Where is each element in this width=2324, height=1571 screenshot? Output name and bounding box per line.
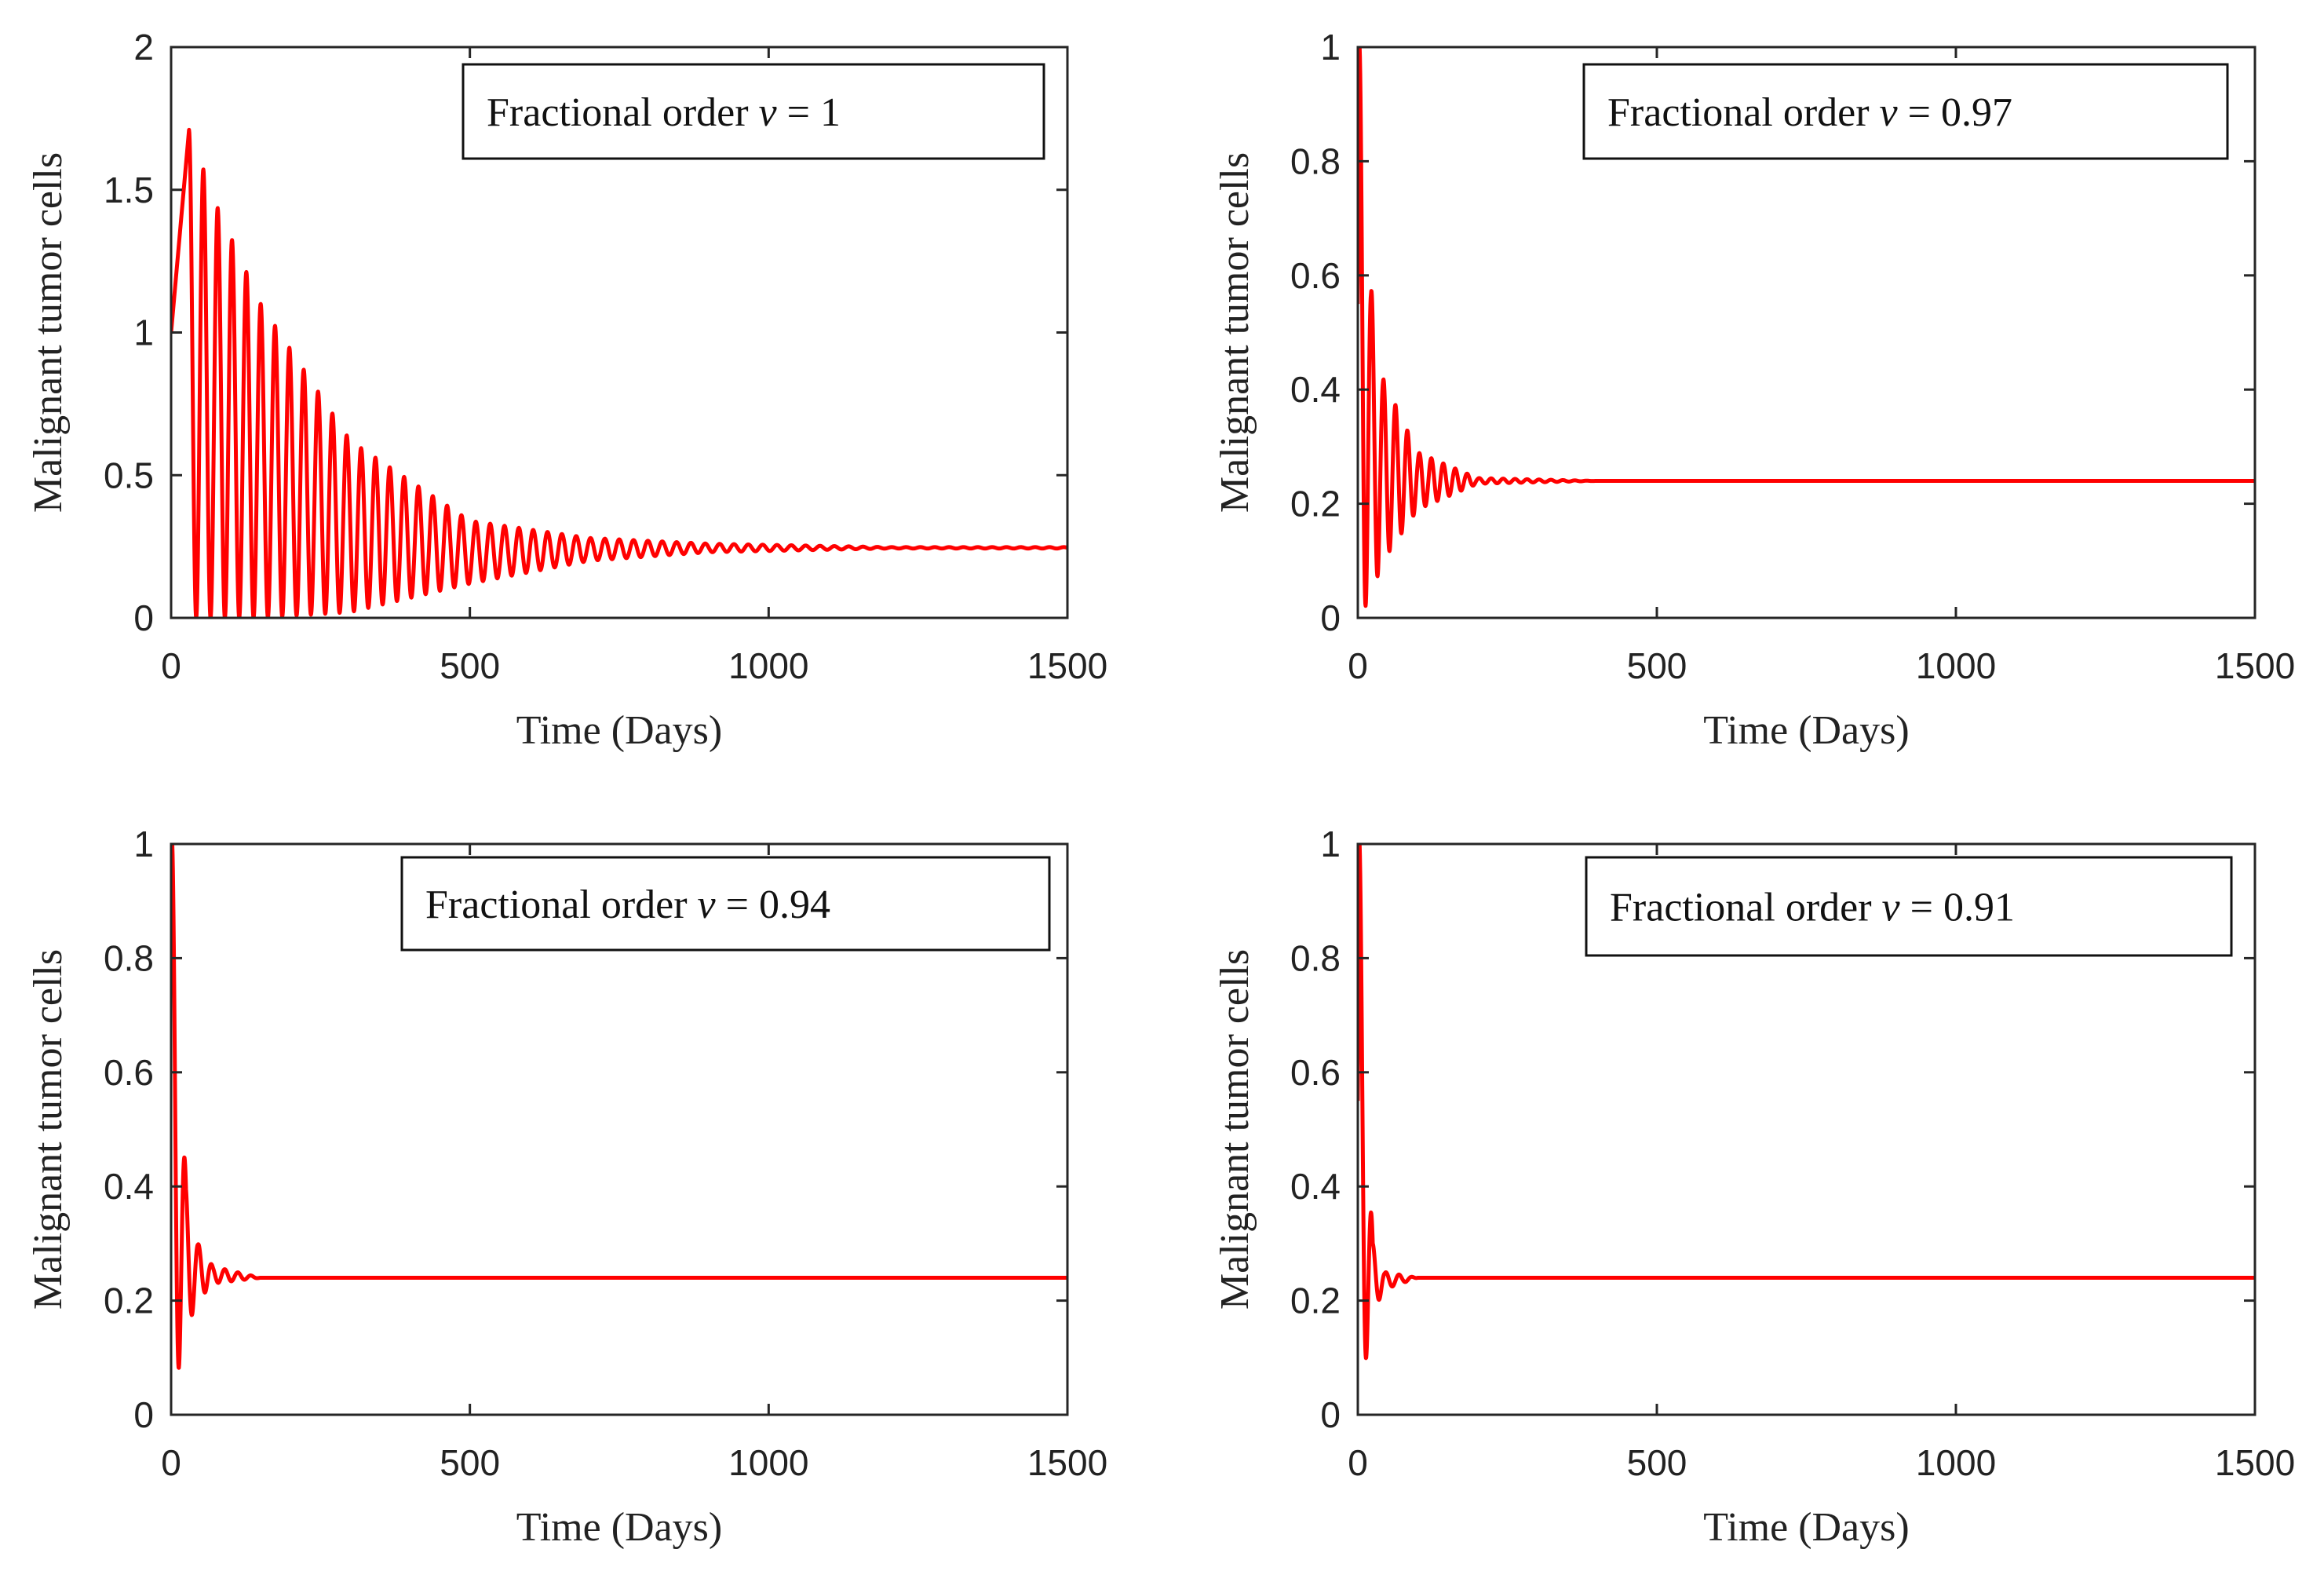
y-tick-label-bottom-left-2: 0.4 (104, 1166, 154, 1207)
y-tick-label-top-right-4: 0.8 (1290, 141, 1341, 181)
x-tick-label-bottom-left-0: 0 (161, 1442, 181, 1483)
x-tick-label-bottom-right-2: 1000 (1916, 1442, 1996, 1483)
legend-text-bottom-left: Fractional order v = 0.94 (425, 882, 830, 927)
x-axis-label-top-right: Time (Days) (1703, 708, 1909, 753)
subplot-top-left: 0 500 1000 1500 0 0.5 1 1.5 2 Time (Days) Malignan… (26, 27, 1107, 753)
x-tick-label-top-left-2: 1000 (728, 645, 808, 686)
legend-box-bottom-right (1585, 856, 2233, 957)
y-tick-label-top-right-2: 0.4 (1290, 369, 1341, 410)
x-tick-label-bottom-right-0: 0 (1348, 1442, 1368, 1483)
subplot-top-right: 0 500 1000 1500 0 0.2 0.4 0.6 0.8 1 Time (Days) Mal… (1213, 27, 2295, 753)
y-axis-label-bottom-left: Malignant tumor cells (26, 949, 71, 1310)
y-tick-label-top-left-0: 0 (133, 597, 154, 638)
legend-text-bottom-right: Fractional order v = 0.91 (1610, 886, 2015, 930)
legend-text-top-right: Fractional order v = 0.97 (1607, 90, 2012, 135)
series-line-top-left-0 (171, 127, 1067, 618)
x-tick-label-bottom-right-3: 1500 (2215, 1442, 2295, 1483)
x-tick-label-top-left-3: 1500 (1027, 645, 1107, 686)
x-tick-label-bottom-right-1: 500 (1627, 1442, 1687, 1483)
x-axis-label-top-left: Time (Days) (516, 708, 722, 753)
x-axis-label-bottom-right: Time (Days) (1703, 1505, 1909, 1550)
x-tick-label-top-right-3: 1500 (2215, 645, 2295, 686)
legend-box-top-left (462, 63, 1045, 160)
y-tick-label-top-left-3: 1.5 (104, 170, 154, 210)
y-tick-label-bottom-right-3: 0.6 (1290, 1052, 1341, 1093)
axes-box-bottom-left (170, 842, 1069, 1416)
y-axis-label-top-left: Malignant tumor cells (26, 152, 71, 513)
y-tick-label-bottom-right-1: 0.2 (1290, 1281, 1341, 1321)
x-axis-label-bottom-left: Time (Days) (516, 1505, 722, 1550)
y-tick-label-bottom-left-0: 0 (133, 1394, 154, 1435)
y-tick-label-top-left-1: 0.5 (104, 455, 154, 495)
subplot-bottom-right: 0 500 1000 1500 0 0.2 0.4 0.6 0.8 1 Time (Days) Mal… (1213, 824, 2295, 1550)
x-tick-label-top-right-0: 0 (1348, 645, 1368, 686)
y-tick-label-bottom-left-5: 1 (133, 824, 154, 864)
y-tick-label-top-right-1: 0.2 (1290, 484, 1341, 524)
y-tick-label-top-right-3: 0.6 (1290, 255, 1341, 296)
series-line-bottom-right-0 (1358, 844, 2255, 1361)
y-tick-label-top-left-4: 2 (133, 27, 154, 68)
y-tick-label-bottom-right-5: 1 (1320, 824, 1341, 864)
axes-box-top-right (1356, 46, 2257, 619)
legend-box-top-right (1582, 63, 2229, 160)
y-axis-label-bottom-right: Malignant tumor cells (1213, 949, 1257, 1310)
x-tick-label-top-left-0: 0 (161, 645, 181, 686)
x-tick-label-top-left-1: 500 (440, 645, 500, 686)
legend-box-bottom-left (400, 856, 1051, 952)
y-tick-label-bottom-left-1: 0.2 (104, 1281, 154, 1321)
y-tick-label-top-right-0: 0 (1320, 597, 1341, 638)
legend-text-top-left: Fractional order v = 1 (487, 90, 841, 135)
y-tick-label-bottom-right-0: 0 (1320, 1394, 1341, 1435)
x-tick-label-bottom-left-3: 1500 (1027, 1442, 1107, 1483)
series-line-top-right-0 (1358, 47, 2255, 608)
x-tick-label-bottom-left-1: 500 (440, 1442, 500, 1483)
y-tick-label-bottom-left-3: 0.6 (104, 1052, 154, 1093)
series-line-bottom-left-0 (171, 844, 1067, 1370)
x-tick-label-top-right-2: 1000 (1916, 645, 1996, 686)
axes-box-bottom-right (1356, 842, 2257, 1416)
y-tick-label-top-left-2: 1 (133, 312, 154, 353)
subplot-bottom-left: 0 500 1000 1500 0 0.2 0.4 0.6 0.8 1 Time (Days) Mal… (26, 824, 1107, 1550)
x-tick-label-bottom-left-2: 1000 (728, 1442, 808, 1483)
y-axis-label-top-right: Malignant tumor cells (1213, 152, 1257, 513)
y-tick-label-bottom-left-4: 0.8 (104, 937, 154, 978)
y-tick-label-top-right-5: 1 (1320, 27, 1341, 68)
y-tick-label-bottom-right-2: 0.4 (1290, 1166, 1341, 1207)
y-tick-label-bottom-right-4: 0.8 (1290, 937, 1341, 978)
x-tick-label-top-right-1: 500 (1627, 645, 1687, 686)
